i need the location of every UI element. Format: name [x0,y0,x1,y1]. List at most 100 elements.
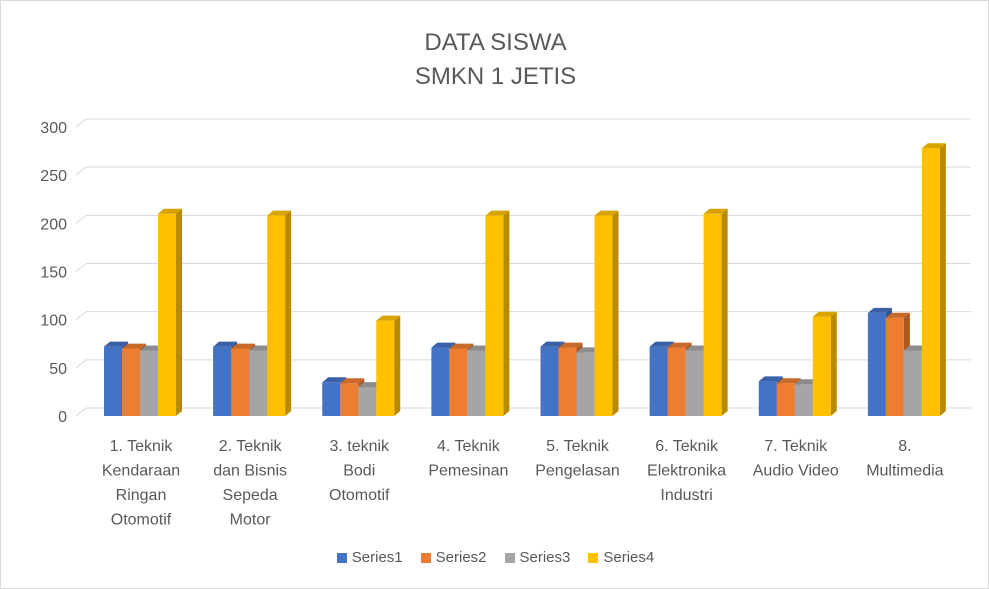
bar-series4-6-top [703,208,728,214]
bar-series4-7-top [812,311,837,317]
bar-series2-1-top [122,343,146,349]
bar-series2-4 [449,348,468,416]
bar-series4-6-side [721,208,728,416]
bar-series1-6 [649,346,668,416]
bar-series4-4-top [485,210,510,216]
legend: Series1 Series2 Series3 Series4 [1,549,989,566]
x-tick-label: 3. teknik [329,438,390,455]
legend-swatch-series4 [588,552,599,563]
x-tick-label: 5. Teknik [546,438,610,455]
x-tick-label: Sepeda [223,487,278,504]
legend-label-series3: Series3 [519,549,571,566]
x-tick-label: Ringan [116,487,167,504]
bar-series2-7 [776,383,795,416]
x-tick-label: 7. Teknik [764,438,828,455]
x-tick-label: Pemesinan [428,463,508,480]
bar-series1-1 [104,346,122,416]
bar-series1-5 [540,346,559,416]
x-tick-label: 8. [898,438,911,455]
bar-series2-1 [122,348,140,416]
bar-series4-5-side [612,210,619,416]
y-tick-label: 200 [40,216,67,233]
bar-series4-8 [921,148,940,416]
bar-series1-4 [431,347,450,416]
legend-label-series4: Series4 [603,549,655,566]
bar-series3-1 [140,350,158,416]
x-tick-label: Elektronika [647,463,726,480]
x-tick-label: Bodi [343,463,375,480]
x-tick-label: Audio Video [753,463,839,480]
legend-swatch-series3 [504,552,515,563]
bar-series4-7 [812,316,831,416]
y-tick-label: 100 [40,313,67,330]
x-tick-label: Multimedia [866,463,943,480]
gridline-diag-250 [75,166,87,176]
bar-series2-2-top [231,343,256,349]
bar-series3-8 [903,350,922,416]
bar-series1-8-top [867,307,892,313]
bar-series4-3 [376,320,395,416]
bar-series1-3-top [322,377,347,383]
chart-title: DATA SISWA [424,29,567,56]
bar-series2-6-top [667,342,692,348]
bar-series2-3-top [340,378,365,384]
bar-chart: 0 50 100 150 200 250 300 1. Teknik Kendaraan Ring… [40,118,971,529]
bar-series1-8 [867,312,886,416]
gridline-diag-200 [75,214,87,224]
y-tick-label: 300 [40,120,67,137]
gridline-diag-300 [75,118,87,128]
x-tick-label: 2. Teknik [219,438,283,455]
x-tick-label: 6. Teknik [655,438,719,455]
bar-series1-6-top [649,341,674,347]
bar-series4-2-side [285,210,292,416]
x-tick-label: Motor [230,512,272,529]
bar-series4-1-side [176,208,182,416]
bar-series4-1 [158,213,176,416]
x-tick-label: 4. Teknik [437,438,501,455]
y-tick-label: 250 [40,168,67,185]
bar-series1-7 [758,381,777,416]
x-tick-label: Pengelasan [535,463,620,480]
bar-series1-4-top [431,342,456,348]
x-tick-label: 1. Teknik [110,438,174,455]
legend-item-series3: Series3 [504,549,571,566]
y-tick-label: 150 [40,265,67,282]
bar-series4-6 [703,213,722,416]
bar-series2-2 [231,348,250,416]
gridline-diag-50 [75,359,87,369]
legend-item-series1: Series1 [336,549,403,566]
legend-item-series4: Series4 [588,549,654,566]
bar-series2-7-top [776,378,801,384]
gridline-diag-150 [75,263,87,272]
gridline-diag-0 [75,407,87,417]
x-tick-label: dan Bisnis [213,463,287,480]
legend-label-series2: Series2 [435,549,487,566]
bar-series2-5-top [558,342,583,348]
bar-series2-5 [558,347,577,416]
x-tick-label: Otomotif [329,487,390,504]
legend-swatch-series2 [420,552,431,563]
bar-series2-8 [885,317,904,416]
x-tick-label: Otomotif [111,512,172,529]
x-tick-label: Industri [660,487,712,504]
bar-series3-3 [358,387,377,416]
bar-series1-5-top [540,341,565,347]
bar-series4-3-side [394,315,401,416]
y-tick-label: 0 [58,409,67,426]
bar-series3-4 [467,350,486,416]
bar-series2-6 [667,347,686,416]
chart-subtitle: SMKN 1 JETIS [414,63,577,90]
legend-item-series2: Series2 [420,549,487,566]
bar-series1-7-top [758,376,783,382]
bar-series4-4-side [503,210,510,416]
bar-series4-4 [485,215,504,416]
bar-series4-3-top [376,315,401,321]
legend-swatch-series1 [336,552,347,563]
bar-series1-3 [322,382,341,416]
bar-series4-8-side [939,143,946,416]
bar-series2-3 [340,383,359,416]
bar-series3-7 [794,384,813,416]
legend-label-series1: Series1 [351,549,403,566]
gridline-diag-100 [75,311,87,321]
